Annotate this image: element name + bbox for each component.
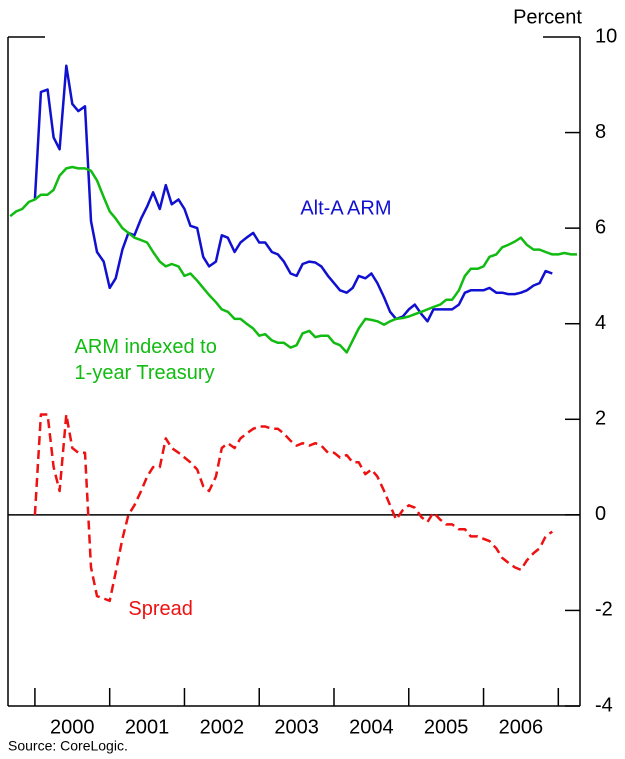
x-tick-label: 2002 [200, 716, 245, 738]
y-tick-label: 10 [595, 25, 617, 47]
y-tick-label: -4 [595, 694, 613, 716]
x-tick-label: 2003 [274, 716, 319, 738]
x-tick-label: 2001 [125, 716, 170, 738]
y-tick-label: 6 [595, 216, 606, 238]
annotation: Alt-A ARM [300, 197, 391, 219]
y-axis-label: Percent [513, 6, 582, 28]
y-tick-label: 0 [595, 503, 606, 525]
annotation: Spread [128, 598, 193, 620]
annotation: ARM indexed to [75, 336, 217, 358]
series-line [33, 413, 554, 603]
x-tick-label: 2006 [499, 716, 544, 738]
annotation: 1-year Treasury [75, 362, 215, 384]
y-tick-label: -2 [595, 599, 613, 621]
series-line [9, 165, 577, 354]
x-tick-label: 2005 [424, 716, 469, 738]
x-tick-label: 2000 [50, 716, 95, 738]
series-line [33, 64, 553, 323]
y-tick-label: 8 [595, 121, 606, 143]
y-tick-label: 2 [595, 408, 606, 430]
x-tick-label: 2004 [349, 716, 394, 738]
y-tick-label: 4 [595, 312, 606, 334]
source-note: Source: CoreLogic. [8, 738, 128, 754]
